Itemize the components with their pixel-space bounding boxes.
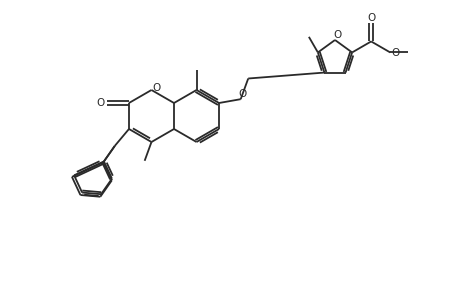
Text: O: O [366, 14, 375, 23]
Text: O: O [152, 83, 160, 93]
Text: O: O [238, 89, 246, 99]
Text: O: O [333, 30, 341, 40]
Text: O: O [97, 98, 105, 108]
Text: O: O [390, 48, 398, 59]
